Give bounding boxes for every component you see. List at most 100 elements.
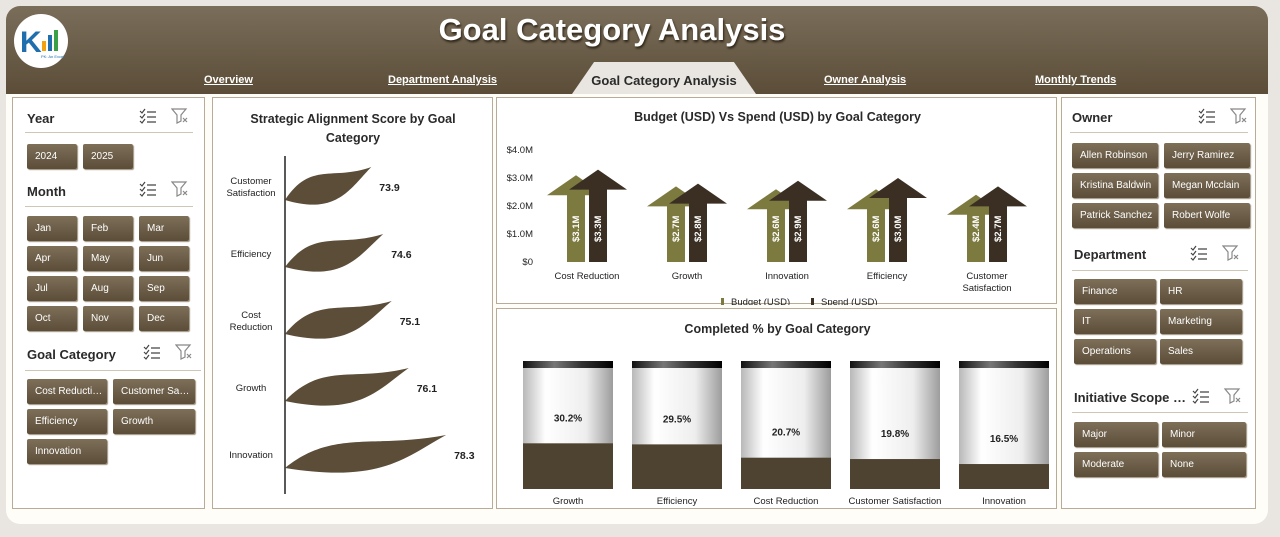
slicer-item-year[interactable]: 2024 xyxy=(27,144,77,169)
bar-value-label: $3.0M xyxy=(893,216,904,242)
spend-bar[interactable] xyxy=(769,180,827,262)
cylinder-cap xyxy=(959,361,1049,368)
slicer-item-owner[interactable]: Robert Wolfe xyxy=(1164,203,1250,228)
alignment-bar[interactable] xyxy=(285,167,372,205)
completion-value-label: 29.5% xyxy=(663,414,691,425)
tab-department-analysis[interactable]: Department Analysis xyxy=(388,74,498,86)
spend-bar[interactable] xyxy=(569,169,627,262)
completion-fill[interactable] xyxy=(523,443,613,489)
slicer-item-month[interactable]: Feb xyxy=(83,216,133,241)
slicer-item-goal-category[interactable]: Innovation xyxy=(27,439,107,464)
slicer-item-month[interactable]: Apr xyxy=(27,246,77,271)
multi-select-icon[interactable] xyxy=(1198,108,1216,124)
alignment-category-label: Innovation xyxy=(229,450,273,461)
slicer-item-owner[interactable]: Allen Robinson xyxy=(1072,143,1158,168)
bar-value-label: $3.3M xyxy=(593,216,604,242)
legend-label: Spend (USD) xyxy=(821,297,878,305)
slicer-item-department[interactable]: Finance xyxy=(1074,279,1156,304)
divider xyxy=(25,370,201,371)
slicer-item-month[interactable]: Jan xyxy=(27,216,77,241)
completion-fill[interactable] xyxy=(850,459,940,489)
multi-select-icon[interactable] xyxy=(1192,388,1210,404)
slicer-item-owner[interactable]: Jerry Ramirez xyxy=(1164,143,1250,168)
right-slicer-panel: Owner Allen Robinson Jerry Ramirez Krist… xyxy=(1061,97,1256,509)
company-logo: K PK: An Excel Expert xyxy=(14,14,68,68)
slicer-item-goal-category[interactable]: Cost Reducti… xyxy=(27,379,107,404)
y-tick-label: $0 xyxy=(522,257,533,268)
slicer-item-initiative-scope[interactable]: Moderate xyxy=(1074,452,1158,477)
page-title: Goal Category Analysis xyxy=(438,12,786,47)
slicer-item-owner[interactable]: Patrick Sanchez xyxy=(1072,203,1158,228)
clear-filter-icon[interactable] xyxy=(1222,245,1240,261)
slicer-item-month[interactable]: Oct xyxy=(27,306,77,331)
tab-overview[interactable]: Overview xyxy=(204,74,253,86)
budget-chart-panel: Budget (USD) Vs Spend (USD) by Goal Cate… xyxy=(496,97,1057,305)
alignment-bar[interactable] xyxy=(285,435,447,473)
slicer-item-month[interactable]: May xyxy=(83,246,133,271)
slicer-item-initiative-scope[interactable]: Major xyxy=(1074,422,1158,447)
slicer-item-month[interactable]: Jul xyxy=(27,276,77,301)
multi-select-icon[interactable] xyxy=(139,181,157,197)
tab-owner-analysis[interactable]: Owner Analysis xyxy=(824,74,907,86)
alignment-category-label: Efficiency xyxy=(231,249,272,260)
slicer-item-initiative-scope[interactable]: Minor xyxy=(1162,422,1246,447)
clear-filter-icon[interactable] xyxy=(171,108,189,124)
legend-label: Budget (USD) xyxy=(731,297,790,305)
slicer-item-department[interactable]: Marketing xyxy=(1160,309,1242,334)
slicer-item-owner[interactable]: Megan Mcclain xyxy=(1164,173,1250,198)
slicer-item-department[interactable]: IT xyxy=(1074,309,1156,334)
cylinder-cap xyxy=(632,361,722,368)
slicer-item-department[interactable]: Sales xyxy=(1160,339,1242,364)
alignment-bar[interactable] xyxy=(285,368,409,406)
completion-category-label: Innovation xyxy=(982,496,1026,507)
alignment-chart-title: Strategic Alignment Score by Goal Catego… xyxy=(250,112,456,145)
slicer-item-year[interactable]: 2025 xyxy=(83,144,133,169)
completion-fill[interactable] xyxy=(959,464,1049,489)
budget-bar[interactable] xyxy=(547,175,605,262)
slicer-item-department[interactable]: Operations xyxy=(1074,339,1156,364)
slicer-item-month[interactable]: Mar xyxy=(139,216,189,241)
completed-chart: 30.2% Growth 29.5% Efficiency 20.7% Cost Redu… xyxy=(523,361,1049,507)
completed-chart-title: Completed % by Goal Category xyxy=(684,322,871,336)
completion-fill[interactable] xyxy=(741,457,831,489)
completion-value-label: 19.8% xyxy=(881,429,909,440)
multi-select-icon[interactable] xyxy=(1190,245,1208,261)
tab-active-background xyxy=(572,62,756,94)
clear-filter-icon[interactable] xyxy=(175,344,193,360)
slicer-item-goal-category[interactable]: Efficiency xyxy=(27,409,107,434)
slicer-item-month[interactable]: Dec xyxy=(139,306,189,331)
tab-goal-category-analysis[interactable]: Goal Category Analysis xyxy=(591,73,737,88)
slicer-item-month[interactable]: Aug xyxy=(83,276,133,301)
clear-filter-icon[interactable] xyxy=(1230,108,1248,124)
slicer-item-month[interactable]: Sep xyxy=(139,276,189,301)
legend-swatch xyxy=(811,298,814,305)
completion-fill[interactable] xyxy=(632,444,722,489)
multi-select-icon[interactable] xyxy=(139,108,157,124)
slicer-item-owner[interactable]: Kristina Baldwin xyxy=(1072,173,1158,198)
multi-select-icon[interactable] xyxy=(143,344,161,360)
legend-swatch xyxy=(721,298,724,305)
slicer-item-goal-category[interactable]: Growth xyxy=(113,409,195,434)
completion-category-label: Growth xyxy=(553,496,584,507)
completed-chart-panel: Completed % by Goal Category 30.2% Growth… xyxy=(496,308,1057,509)
clear-filter-icon[interactable] xyxy=(171,181,189,197)
alignment-value-label: 74.6 xyxy=(391,249,412,261)
spend-bar[interactable] xyxy=(669,183,727,262)
spend-bar[interactable] xyxy=(869,178,927,262)
budget-chart-title: Budget (USD) Vs Spend (USD) by Goal Cate… xyxy=(634,110,921,124)
divider xyxy=(25,132,193,133)
alignment-bar[interactable] xyxy=(285,301,392,339)
completion-category-label: Customer Satisfaction xyxy=(849,496,942,507)
slicer-item-initiative-scope[interactable]: None xyxy=(1162,452,1246,477)
slicer-item-department[interactable]: HR xyxy=(1160,279,1242,304)
clear-filter-icon[interactable] xyxy=(1224,388,1242,404)
spend-bar[interactable] xyxy=(969,186,1027,262)
alignment-bar[interactable] xyxy=(285,234,384,272)
bar-value-label: $2.8M xyxy=(693,216,704,242)
slicer-item-month[interactable]: Jun xyxy=(139,246,189,271)
tab-monthly-trends[interactable]: Monthly Trends xyxy=(1035,74,1117,86)
left-slicer-panel: Year 2024 2025 Month Jan Feb Mar Apr May Jun J… xyxy=(12,97,205,509)
header-banner: K PK: An Excel Expert Goal Category Anal… xyxy=(6,6,1268,94)
slicer-item-goal-category[interactable]: Customer Sa… xyxy=(113,379,195,404)
slicer-item-month[interactable]: Nov xyxy=(83,306,133,331)
